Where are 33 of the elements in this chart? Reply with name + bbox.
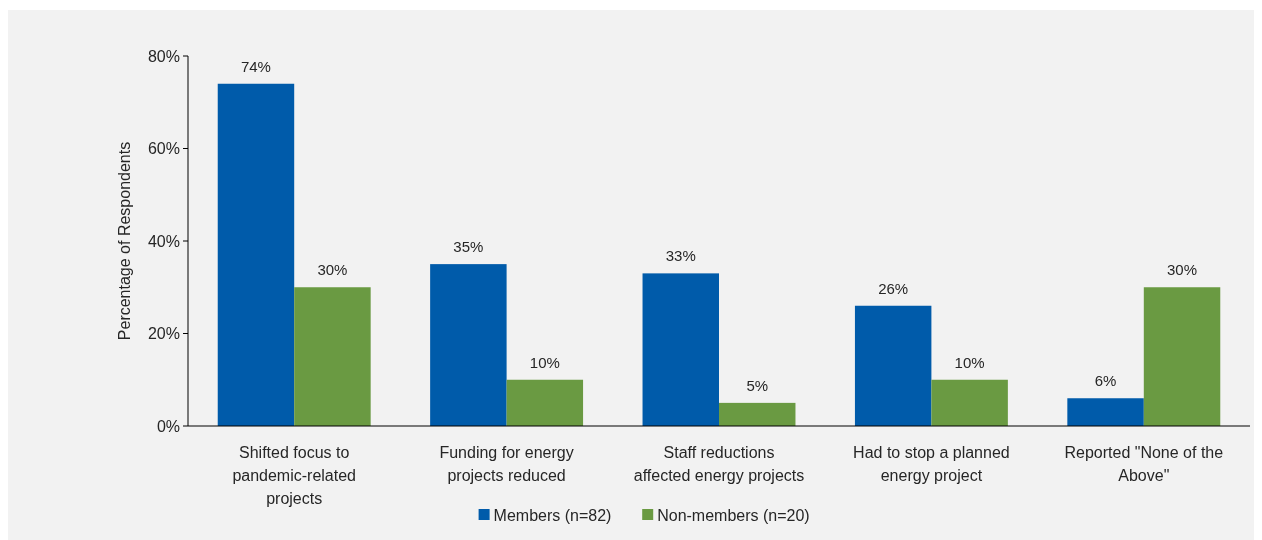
x-tick-label: Reported "None of the Above"	[1064, 444, 1224, 484]
bar	[294, 287, 371, 426]
data-label: 6%	[1094, 372, 1117, 390]
bar	[1067, 398, 1144, 426]
data-label: 5%	[746, 376, 769, 394]
y-axis-title: Percentage of Respondents	[116, 141, 133, 341]
data-label: 10%	[529, 353, 560, 371]
data-label: 30%	[317, 261, 348, 279]
bar	[217, 83, 295, 426]
y-tick-label: 60%	[147, 140, 180, 158]
y-tick-label: 40%	[147, 232, 180, 250]
x-tick-label: Had to stop a planned energy project	[853, 444, 1010, 484]
bar	[854, 305, 932, 426]
bar	[506, 379, 584, 426]
legend-label: Non-members (n=20)	[657, 506, 810, 524]
y-tick-label: 20%	[147, 325, 180, 343]
y-tick-label: 0%	[156, 417, 180, 435]
bar	[719, 402, 796, 426]
x-tick-label: Shifted focus to pandemic-related projects	[232, 444, 357, 507]
bar	[430, 264, 507, 426]
data-label: 35%	[453, 238, 484, 256]
legend-label: Members (n=82)	[493, 506, 612, 524]
data-label: 33%	[665, 247, 696, 265]
data-label: 26%	[878, 279, 909, 297]
bar	[642, 273, 719, 426]
bar	[1143, 287, 1221, 426]
bar	[931, 379, 1008, 426]
x-tick-label: Funding for energy projects reduced	[439, 444, 574, 484]
data-label: 74%	[240, 57, 271, 75]
x-tick-label: Staff reductions affected energy projects	[633, 444, 805, 484]
data-label: 10%	[954, 353, 985, 371]
y-tick-label: 80%	[147, 47, 180, 65]
data-label: 30%	[1167, 261, 1198, 279]
